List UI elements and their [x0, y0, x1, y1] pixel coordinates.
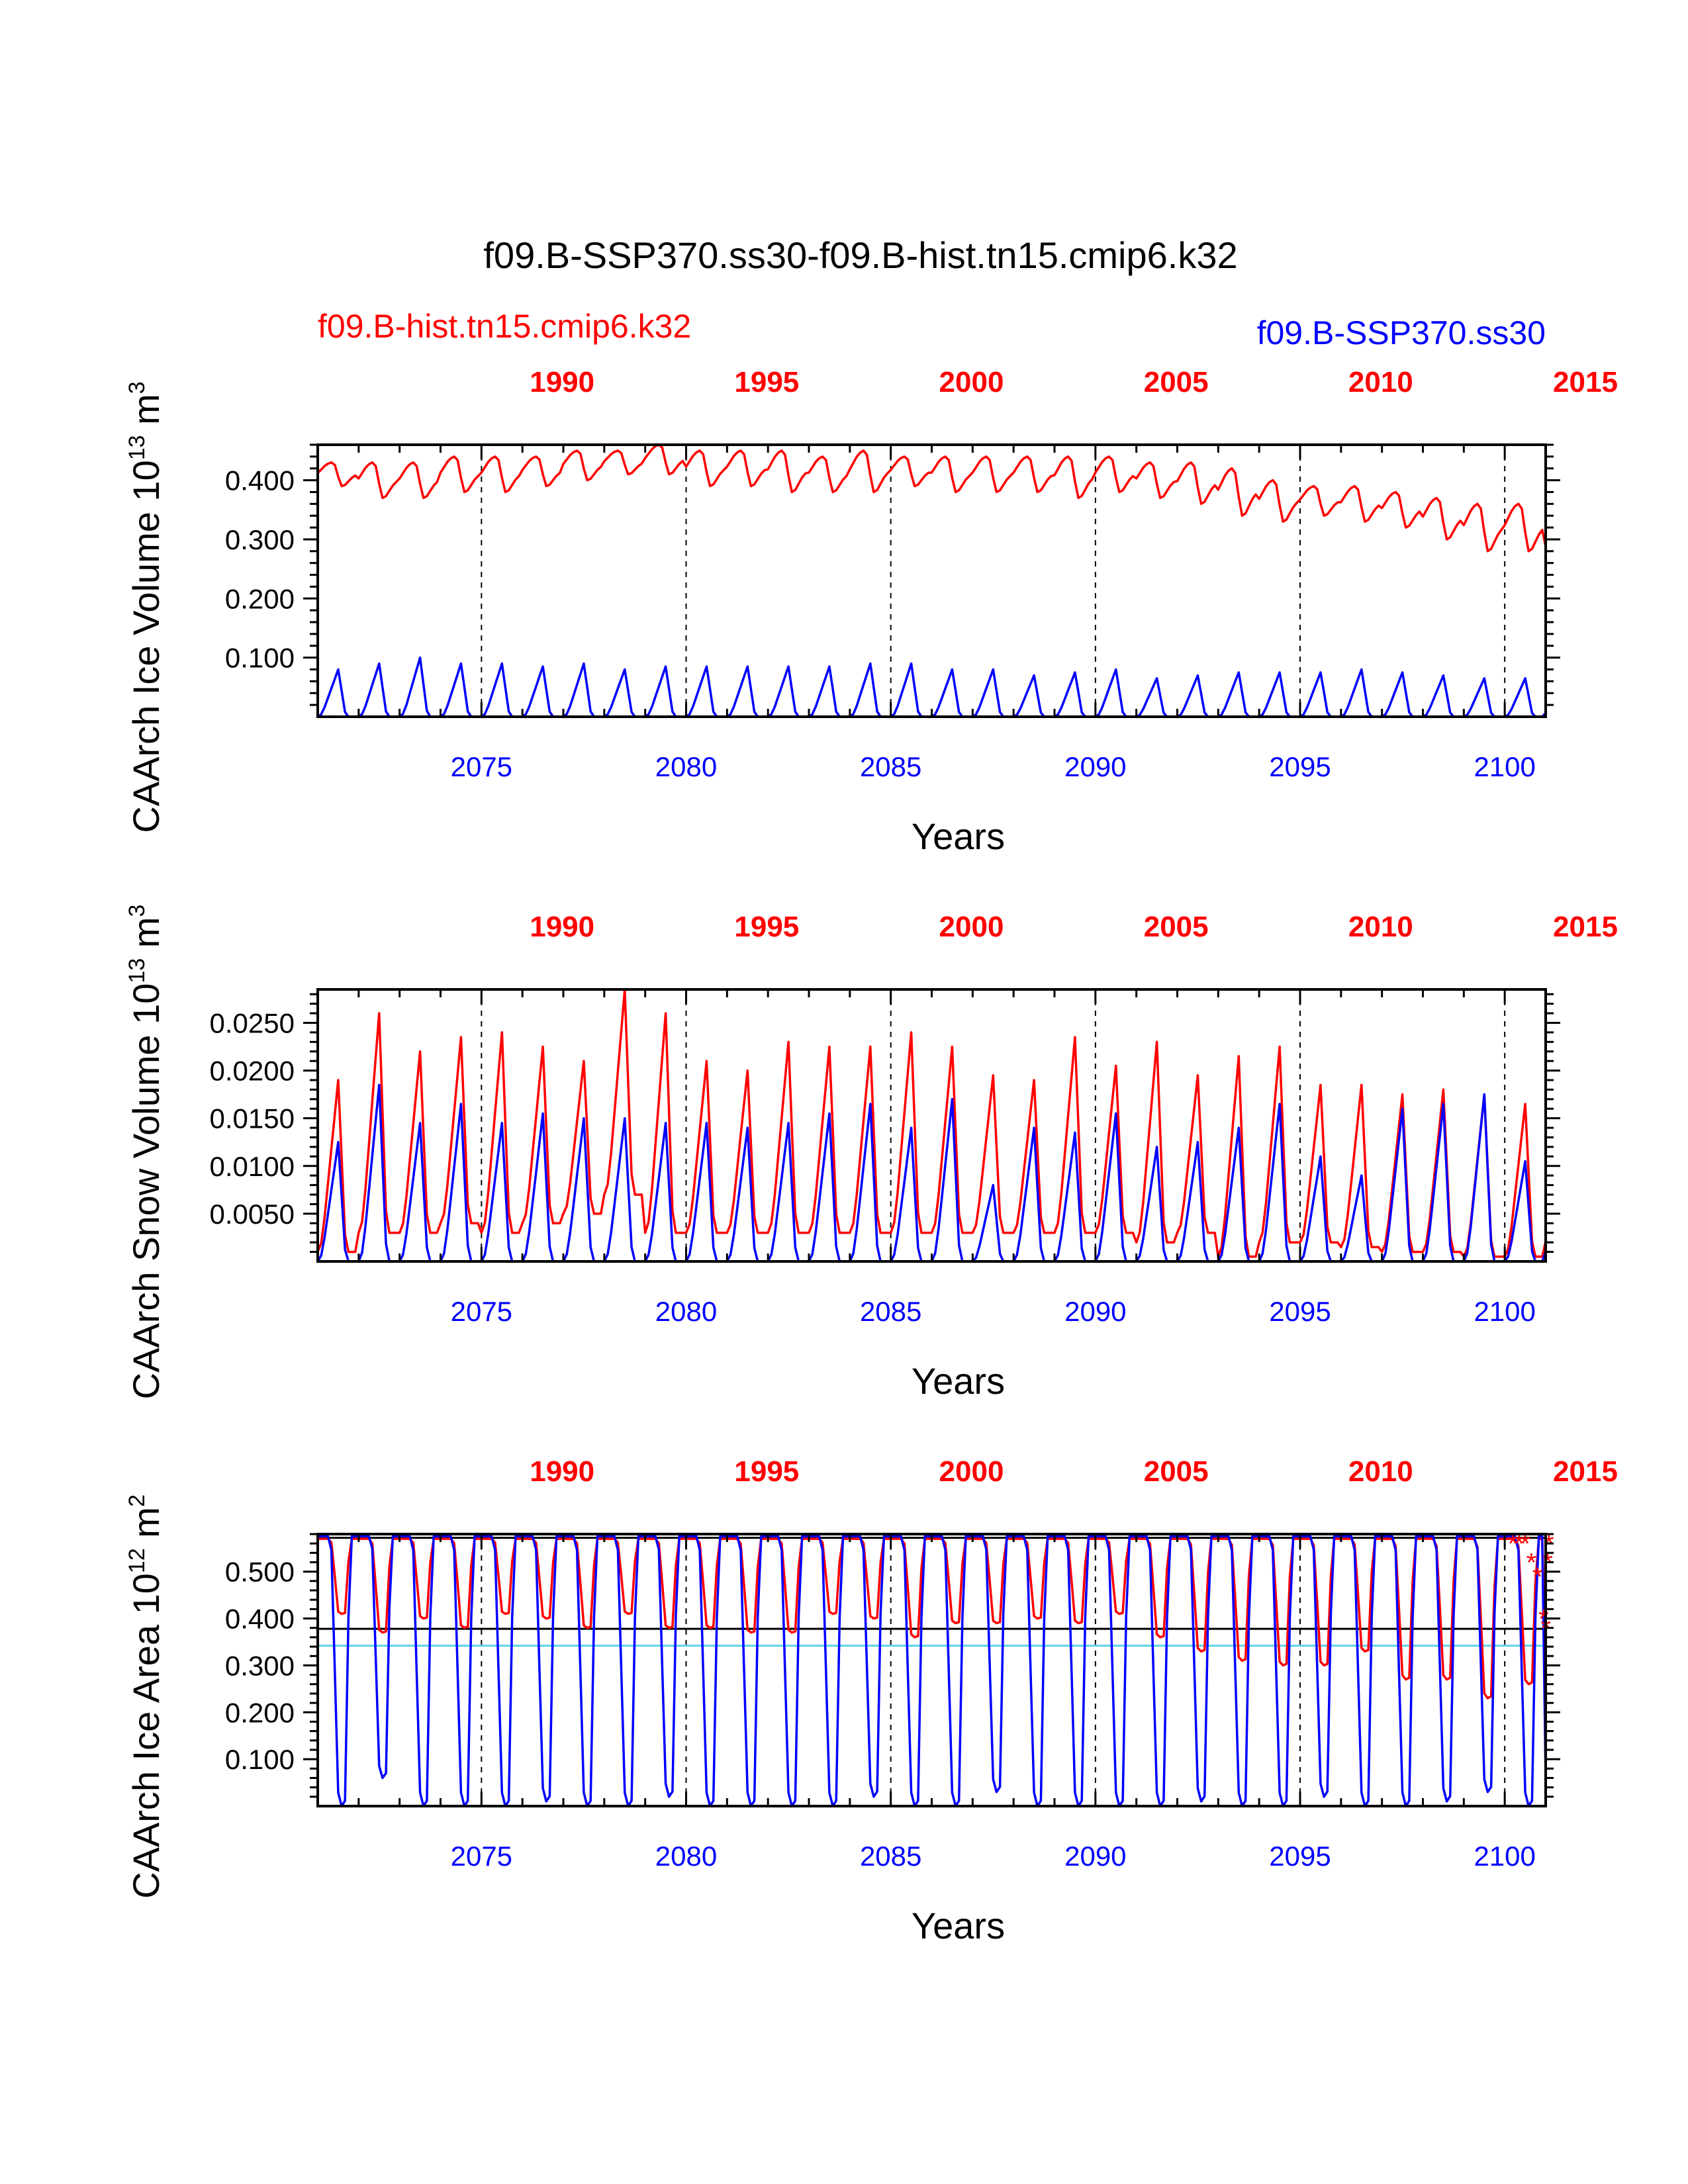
y-axis-title-superscript: 12: [124, 1548, 150, 1573]
top-tick-label: 1995: [734, 911, 799, 943]
bottom-tick-label: 2095: [1269, 1841, 1331, 1872]
y-axis-title-superscript: 13: [124, 958, 150, 983]
bottom-tick-label: 2090: [1064, 1841, 1126, 1872]
series-line-blue: [317, 656, 1547, 718]
y-tick-label: 0.500: [225, 1557, 295, 1588]
y-axis-title-text: CAArch Snow Volume 10: [125, 983, 167, 1400]
top-tick-label: 2015: [1553, 1455, 1618, 1488]
top-tick-label: 2000: [939, 1455, 1004, 1488]
y-tick-label: 0.0200: [210, 1056, 295, 1087]
bottom-tick-label: 2090: [1064, 751, 1126, 782]
marker-point: *: [1514, 1529, 1524, 1559]
panels: 0.100 0.200 0.300 0.400 2075 2080 2085 2090 2095…: [124, 366, 1618, 1946]
legend-red-label: f09.B-hist.tn15.cmip6.k32: [318, 308, 691, 345]
top-tick-label: 1995: [734, 366, 799, 398]
y-tick-label: 0.400: [225, 465, 295, 496]
bottom-tick-label: 2080: [655, 1296, 717, 1327]
top-tick-label: 2015: [1553, 366, 1618, 398]
y-axis-title-superscript: 13: [124, 435, 150, 460]
top-tick-label: 1990: [530, 1455, 594, 1488]
bottom-tick-label: 2095: [1269, 1296, 1331, 1327]
y-tick-label: 0.100: [225, 1744, 295, 1775]
top-tick-label: 2000: [939, 366, 1004, 398]
y-tick-label: 0.200: [225, 583, 295, 614]
bottom-tick-label: 2100: [1474, 1296, 1535, 1327]
series-line-red: [316, 988, 1547, 1258]
y-tick-label: 0.0050: [210, 1199, 295, 1230]
marker-point: *: [1520, 1529, 1530, 1559]
bottom-tick-label: 2075: [451, 751, 512, 782]
series-line-red: [318, 1537, 1547, 1700]
y-tick-label: 0.300: [225, 1650, 295, 1681]
y-axis-title-text: m: [125, 1507, 167, 1548]
y-axis-title: CAArch Snow Volume 1013 m3: [124, 905, 167, 1400]
panel-snow-volume: 0.0050 0.0100 0.0150 0.0200 0.0250 2075 2080 20…: [124, 905, 1618, 1402]
marker-point: *: [1532, 1563, 1543, 1592]
top-tick-label: 2010: [1348, 1455, 1413, 1488]
top-tick-label: 2005: [1144, 1455, 1209, 1488]
x-axis-title: Years: [912, 1905, 1005, 1946]
x-axis-title: Years: [912, 815, 1005, 857]
top-tick-label: 2000: [939, 911, 1004, 943]
bottom-tick-label: 2085: [860, 751, 921, 782]
bottom-tick-label: 2085: [860, 1841, 921, 1872]
panel-ice-volume: 0.100 0.200 0.300 0.400 2075 2080 2085 2090 2095…: [124, 366, 1618, 857]
legend-blue-label: f09.B-SSP370.ss30: [1257, 314, 1546, 351]
series-line-blue: [318, 1535, 1547, 1807]
series-line-blue: [316, 1083, 1547, 1263]
y-axis-title-text: CAArch Ice Area 10: [125, 1573, 167, 1899]
top-tick-label: 2005: [1144, 911, 1209, 943]
y-tick-label: 0.300: [225, 524, 295, 555]
series-line-red: [316, 443, 1547, 553]
top-tick-label: 1995: [734, 1455, 799, 1488]
y-tick-label: 0.0250: [210, 1007, 295, 1038]
bottom-tick-label: 2080: [655, 751, 717, 782]
bottom-tick-label: 2095: [1269, 751, 1331, 782]
figure-title: f09.B-SSP370.ss30-f09.B-hist.tn15.cmip6.…: [483, 234, 1237, 276]
y-tick-label: 0.0150: [210, 1103, 295, 1134]
y-axis-title-superscript: 2: [124, 1494, 150, 1507]
top-tick-label: 1990: [530, 366, 594, 398]
y-axis-title: CAArch Ice Area 1012 m2: [124, 1494, 167, 1899]
y-axis-title-text: m: [125, 394, 167, 435]
bottom-tick-label: 2075: [451, 1296, 512, 1327]
marker-point: *: [1526, 1549, 1537, 1578]
y-axis-title: CAArch Ice Volume 1013 m3: [124, 381, 167, 833]
y-axis-title-superscript: 3: [124, 905, 150, 917]
top-tick-label: 2010: [1348, 911, 1413, 943]
y-tick-label: 0.100: [225, 643, 295, 674]
panel-ice-area: *********0.1000.2000.3000.4000.500207520…: [124, 1455, 1618, 1946]
bottom-tick-label: 2085: [860, 1296, 921, 1327]
marker-point: *: [1508, 1529, 1519, 1559]
y-axis-title-text: m: [125, 917, 167, 958]
top-tick-label: 1990: [530, 911, 594, 943]
y-tick-label: 0.0100: [210, 1151, 295, 1182]
top-tick-label: 2005: [1144, 366, 1209, 398]
bottom-tick-label: 2100: [1474, 1841, 1535, 1872]
bottom-tick-label: 2080: [655, 1841, 717, 1872]
y-tick-label: 0.400: [225, 1604, 295, 1635]
top-tick-label: 2015: [1553, 911, 1618, 943]
y-axis-title-text: CAArch Ice Volume 10: [125, 460, 167, 833]
bottom-tick-label: 2075: [451, 1841, 512, 1872]
bottom-tick-label: 2100: [1474, 751, 1535, 782]
bottom-tick-label: 2090: [1064, 1296, 1126, 1327]
y-tick-label: 0.200: [225, 1697, 295, 1728]
y-axis-title-superscript: 3: [124, 381, 150, 394]
x-axis-title: Years: [912, 1360, 1005, 1402]
top-tick-label: 2010: [1348, 366, 1413, 398]
